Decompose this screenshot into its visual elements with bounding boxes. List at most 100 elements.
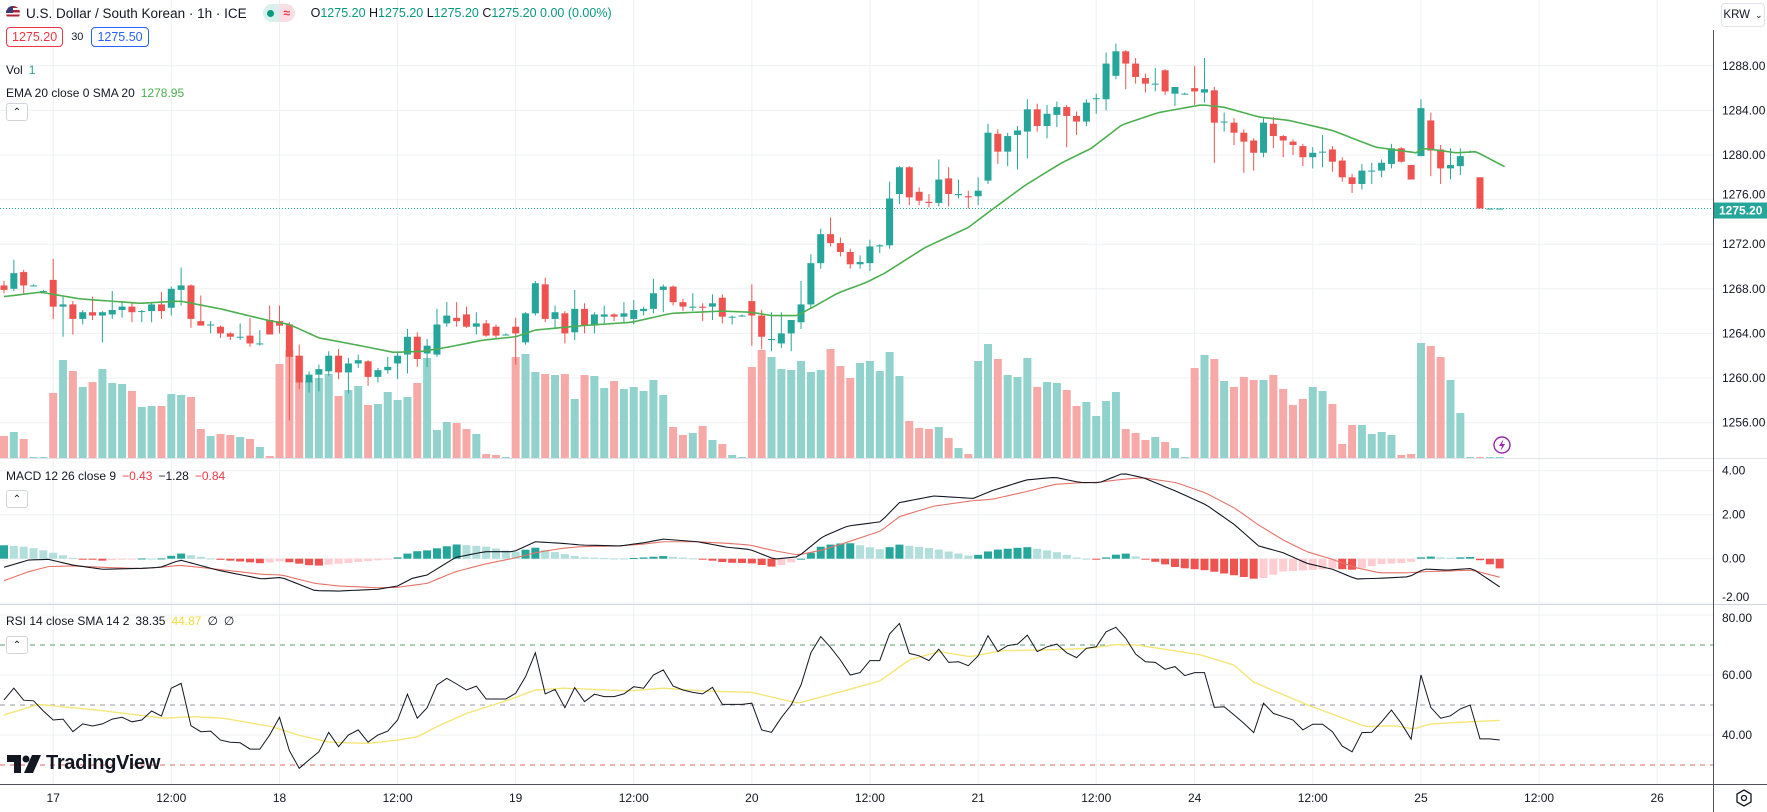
time-axis-label: 12:00: [1298, 791, 1328, 805]
macd-histogram-bar: [413, 551, 422, 559]
macd-histogram-bar: [777, 558, 786, 566]
macd-histogram-bar: [39, 550, 48, 559]
candle: [1446, 148, 1454, 180]
volume-bar: [196, 429, 205, 458]
candle: [630, 299, 638, 325]
macd-histogram-bar: [787, 558, 796, 563]
candle-body: [462, 314, 470, 327]
candle-body: [138, 311, 146, 313]
collapse-macd-button[interactable]: ⌃: [6, 490, 28, 508]
macd-histogram-bar: [1279, 558, 1288, 572]
volume-bar: [1102, 401, 1111, 458]
macd-histogram-bar: [1072, 557, 1081, 559]
volume-bar: [1318, 391, 1327, 458]
macd-histogram-bar: [1318, 558, 1327, 570]
macd-histogram-bar: [895, 544, 904, 559]
volume-bar: [1416, 343, 1425, 458]
candle-body: [1446, 165, 1454, 169]
rsi-legend[interactable]: RSI 14 close SMA 14 2 38.35 44.87 ∅ ∅: [6, 614, 234, 628]
candle-body: [1348, 177, 1356, 184]
candle-body: [728, 316, 736, 318]
macd-histogram-bar: [1328, 558, 1337, 569]
candle: [502, 333, 510, 336]
candle-body: [98, 312, 106, 316]
candle: [748, 284, 756, 346]
volume-bar: [1426, 346, 1435, 458]
tradingview-logo[interactable]: TradingView: [7, 752, 160, 775]
collapse-rsi-button[interactable]: ⌃: [6, 636, 28, 654]
macd-legend[interactable]: MACD 12 26 close 9 −0.43 −1.28 −0.84: [6, 469, 225, 483]
candle: [1191, 65, 1199, 105]
rsi-label: RSI 14 close SMA 14 2: [6, 614, 130, 628]
volume-bar: [383, 392, 392, 458]
macd-line: [3, 473, 1500, 592]
symbol-title[interactable]: U.S. Dollar / South Korean · 1h · ICE: [26, 5, 247, 21]
collapse-indicators-button[interactable]: ⌃: [6, 103, 28, 121]
candle-body: [551, 312, 559, 319]
macd-histogram-bar: [806, 552, 815, 559]
market-open-dot-icon: [262, 4, 279, 22]
volume-bar: [1338, 444, 1347, 458]
spread-value: 30: [71, 31, 84, 43]
candle-body: [59, 304, 67, 307]
macd-histogram-bar: [551, 552, 560, 559]
candle: [1220, 112, 1228, 132]
ema-legend[interactable]: EMA 20 close 0 SMA 20 1278.95: [6, 86, 184, 100]
volume-bar: [846, 378, 855, 458]
candle: [945, 167, 953, 207]
candle-body: [768, 338, 776, 341]
candle-body: [325, 355, 333, 372]
volume-bar: [1052, 383, 1061, 458]
macd-histogram-bar: [186, 555, 195, 559]
volume-bar: [118, 384, 127, 458]
rsi-sma-line: [3, 643, 1500, 745]
time-axis-label: 24: [1188, 791, 1202, 805]
candle: [39, 289, 47, 293]
candle: [20, 269, 28, 294]
volume-bar: [698, 426, 707, 458]
macd-histogram-bar: [68, 557, 77, 559]
candle: [305, 371, 313, 393]
volume-bar: [1259, 380, 1268, 458]
currency-button[interactable]: KRW ⌄: [1721, 3, 1765, 27]
candle-body: [236, 336, 244, 338]
volume-bar: [1239, 377, 1248, 458]
candle: [1004, 132, 1012, 167]
candle-body: [187, 285, 195, 319]
time-axis-label: 12:00: [156, 791, 186, 805]
candle: [482, 320, 490, 337]
market-status[interactable]: ≈: [262, 4, 295, 22]
sell-price-button[interactable]: 1275.20: [6, 27, 64, 47]
close-label: C: [482, 6, 492, 20]
volume-bar: [1072, 406, 1081, 458]
macd-histogram-bar: [678, 557, 687, 559]
volume-bar: [1495, 457, 1504, 458]
candle: [866, 239, 874, 271]
price-axis-label: 1256.00: [1722, 416, 1766, 430]
volume-legend[interactable]: Vol 1: [6, 63, 35, 77]
candle: [797, 280, 805, 329]
volume-bar: [639, 391, 648, 458]
macd-histogram-bar: [1269, 558, 1278, 575]
candle-body: [1014, 130, 1022, 135]
settings-icon: [1736, 789, 1752, 807]
macd-histogram-bar: [275, 558, 284, 562]
buy-price-button[interactable]: 1275.50: [91, 27, 149, 47]
macd-histogram-bar: [580, 557, 589, 559]
candle-body: [1102, 63, 1110, 100]
candle: [856, 255, 864, 269]
chart-settings-button[interactable]: [1734, 788, 1754, 808]
volume-bar: [1121, 429, 1130, 458]
volume-bar: [482, 454, 491, 458]
candle: [197, 295, 205, 326]
realtime-alert-icon[interactable]: [1493, 436, 1511, 454]
candle: [590, 312, 598, 334]
volume-bar: [1210, 359, 1219, 458]
delayed-data-icon: ≈: [278, 4, 295, 22]
macd-histogram-bar: [0, 545, 8, 559]
macd-histogram-bar: [1476, 558, 1484, 561]
volume-bar: [787, 370, 796, 458]
volume-bar: [1289, 405, 1298, 458]
candle-body: [1328, 149, 1336, 162]
